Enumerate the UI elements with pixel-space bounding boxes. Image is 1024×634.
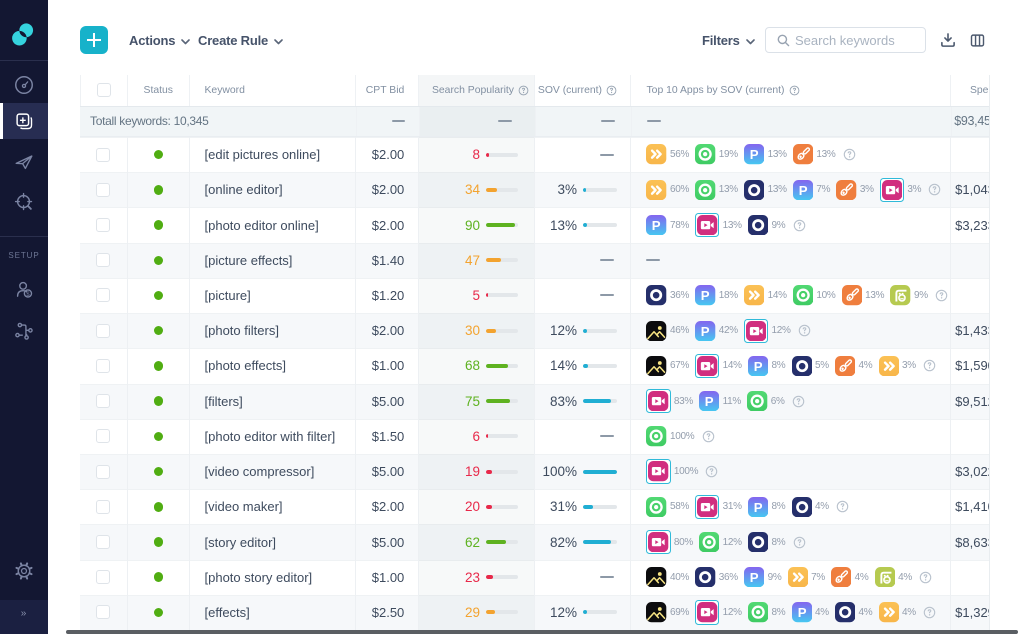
svg-text:P: P <box>705 394 714 409</box>
svg-text:P: P <box>799 182 808 197</box>
svg-text:P: P <box>701 288 710 303</box>
svg-text:P: P <box>754 499 763 514</box>
svg-text:P: P <box>797 605 806 620</box>
svg-text:$: $ <box>26 292 30 298</box>
svg-text:P: P <box>750 147 759 162</box>
svg-text:P: P <box>701 323 710 338</box>
svg-text:P: P <box>754 359 763 374</box>
svg-text:P: P <box>652 218 661 233</box>
svg-text:P: P <box>750 570 759 585</box>
